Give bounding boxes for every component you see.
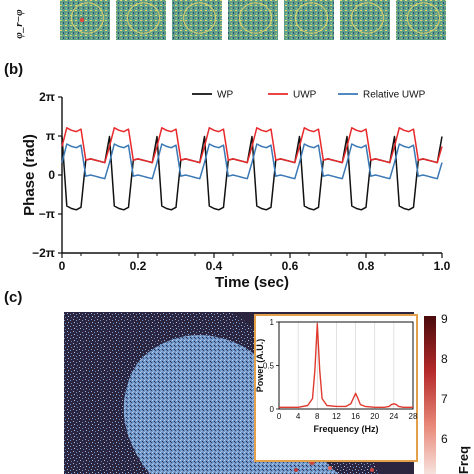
y-tick-label: 0 — [48, 168, 55, 182]
panel-b-label: (b) — [4, 61, 23, 78]
thumbnail-contour — [126, 2, 161, 34]
thumbnail-contour — [406, 2, 441, 34]
inset-y-axis-title: Power (A.U.) — [255, 339, 265, 393]
x-tick-label: 0.8 — [358, 259, 375, 273]
colorbar-gradient — [424, 316, 436, 474]
panel-c-label: (c) — [4, 289, 22, 306]
y-tick-label: −π — [39, 207, 55, 221]
phase-thumbnail — [340, 0, 390, 40]
phase-thumbnail — [60, 0, 110, 40]
x-tick-label: 0 — [59, 259, 66, 273]
y-tick-label: π — [46, 129, 55, 143]
thumbnail-marker — [79, 17, 85, 23]
inset-x-axis-title: Frequency (Hz) — [313, 424, 378, 434]
x-tick-label: 0.2 — [130, 259, 147, 273]
legend-label: Relative UWP — [363, 90, 426, 101]
inset-x-tick-label: 20 — [370, 412, 379, 421]
colorbar-tick-label: 7 — [441, 392, 448, 406]
phase-thumbnail — [396, 0, 446, 40]
panel-a-thumbnails — [60, 0, 446, 40]
x-tick-label: 1.0 — [434, 259, 451, 273]
phase-thumbnail — [172, 0, 222, 40]
inset-frame — [254, 314, 418, 462]
x-tick-label: 0.6 — [282, 259, 299, 273]
inset-x-tick-label: 12 — [332, 412, 341, 421]
power-spectrum-inset: 0 4 8 12 16 20 24 28 0 0.5 1 Frequency (Hz) Power (A… — [254, 314, 418, 462]
inset-x-tick-label: 28 — [409, 412, 418, 421]
inset-x-tick-label: 8 — [315, 412, 320, 421]
phase-thumbnail — [284, 0, 334, 40]
inset-y-tick-label: 1 — [270, 318, 275, 327]
colorbar-label: Freq — [456, 446, 471, 474]
phase-chart: 2π π 0 −π −2π 0 0.2 0.4 0.6 0.8 1.0 Time (sec) Phase… — [21, 90, 451, 292]
series-line-relative-uwp — [61, 143, 443, 180]
inset-y-tick-label: 0.5 — [263, 362, 275, 371]
thumbnail-contour — [70, 2, 105, 34]
thumbnail-contour — [182, 2, 217, 34]
y-tick-label: −2π — [32, 246, 55, 260]
panel-a-row-label: φ_r−φ — [13, 9, 25, 39]
inset-x-tick-label: 4 — [296, 412, 301, 421]
panel-a: φ_r−φ — [13, 0, 446, 40]
inset-x-tick-label: 16 — [351, 412, 360, 421]
legend-label: UWP — [293, 90, 317, 101]
thumbnail-contour — [350, 2, 385, 34]
colorbar: 9 8 7 6 5 Freq — [424, 312, 471, 474]
thumbnail-contour — [238, 2, 273, 34]
thumbnail-contour — [294, 2, 329, 34]
inset-spectrum-line — [279, 323, 413, 408]
y-axis-title: Phase (rad) — [21, 134, 38, 216]
legend-label: WP — [217, 90, 233, 101]
colorbar-tick-label: 8 — [441, 352, 448, 366]
phase-thumbnail — [116, 0, 166, 40]
x-axis-title: Time (sec) — [215, 274, 289, 291]
y-tick-label: 2π — [39, 90, 55, 104]
inset-y-tick-label: 0 — [270, 405, 275, 414]
phase-thumbnail — [228, 0, 278, 40]
colorbar-tick-label: 5 — [441, 472, 448, 474]
series-line-uwp — [61, 127, 443, 164]
inset-x-tick-label: 0 — [277, 412, 282, 421]
colorbar-tick-label: 6 — [441, 432, 448, 446]
x-tick-label: 0.4 — [206, 259, 223, 273]
inset-x-tick-label: 24 — [389, 412, 398, 421]
colorbar-tick-label: 9 — [441, 312, 448, 326]
